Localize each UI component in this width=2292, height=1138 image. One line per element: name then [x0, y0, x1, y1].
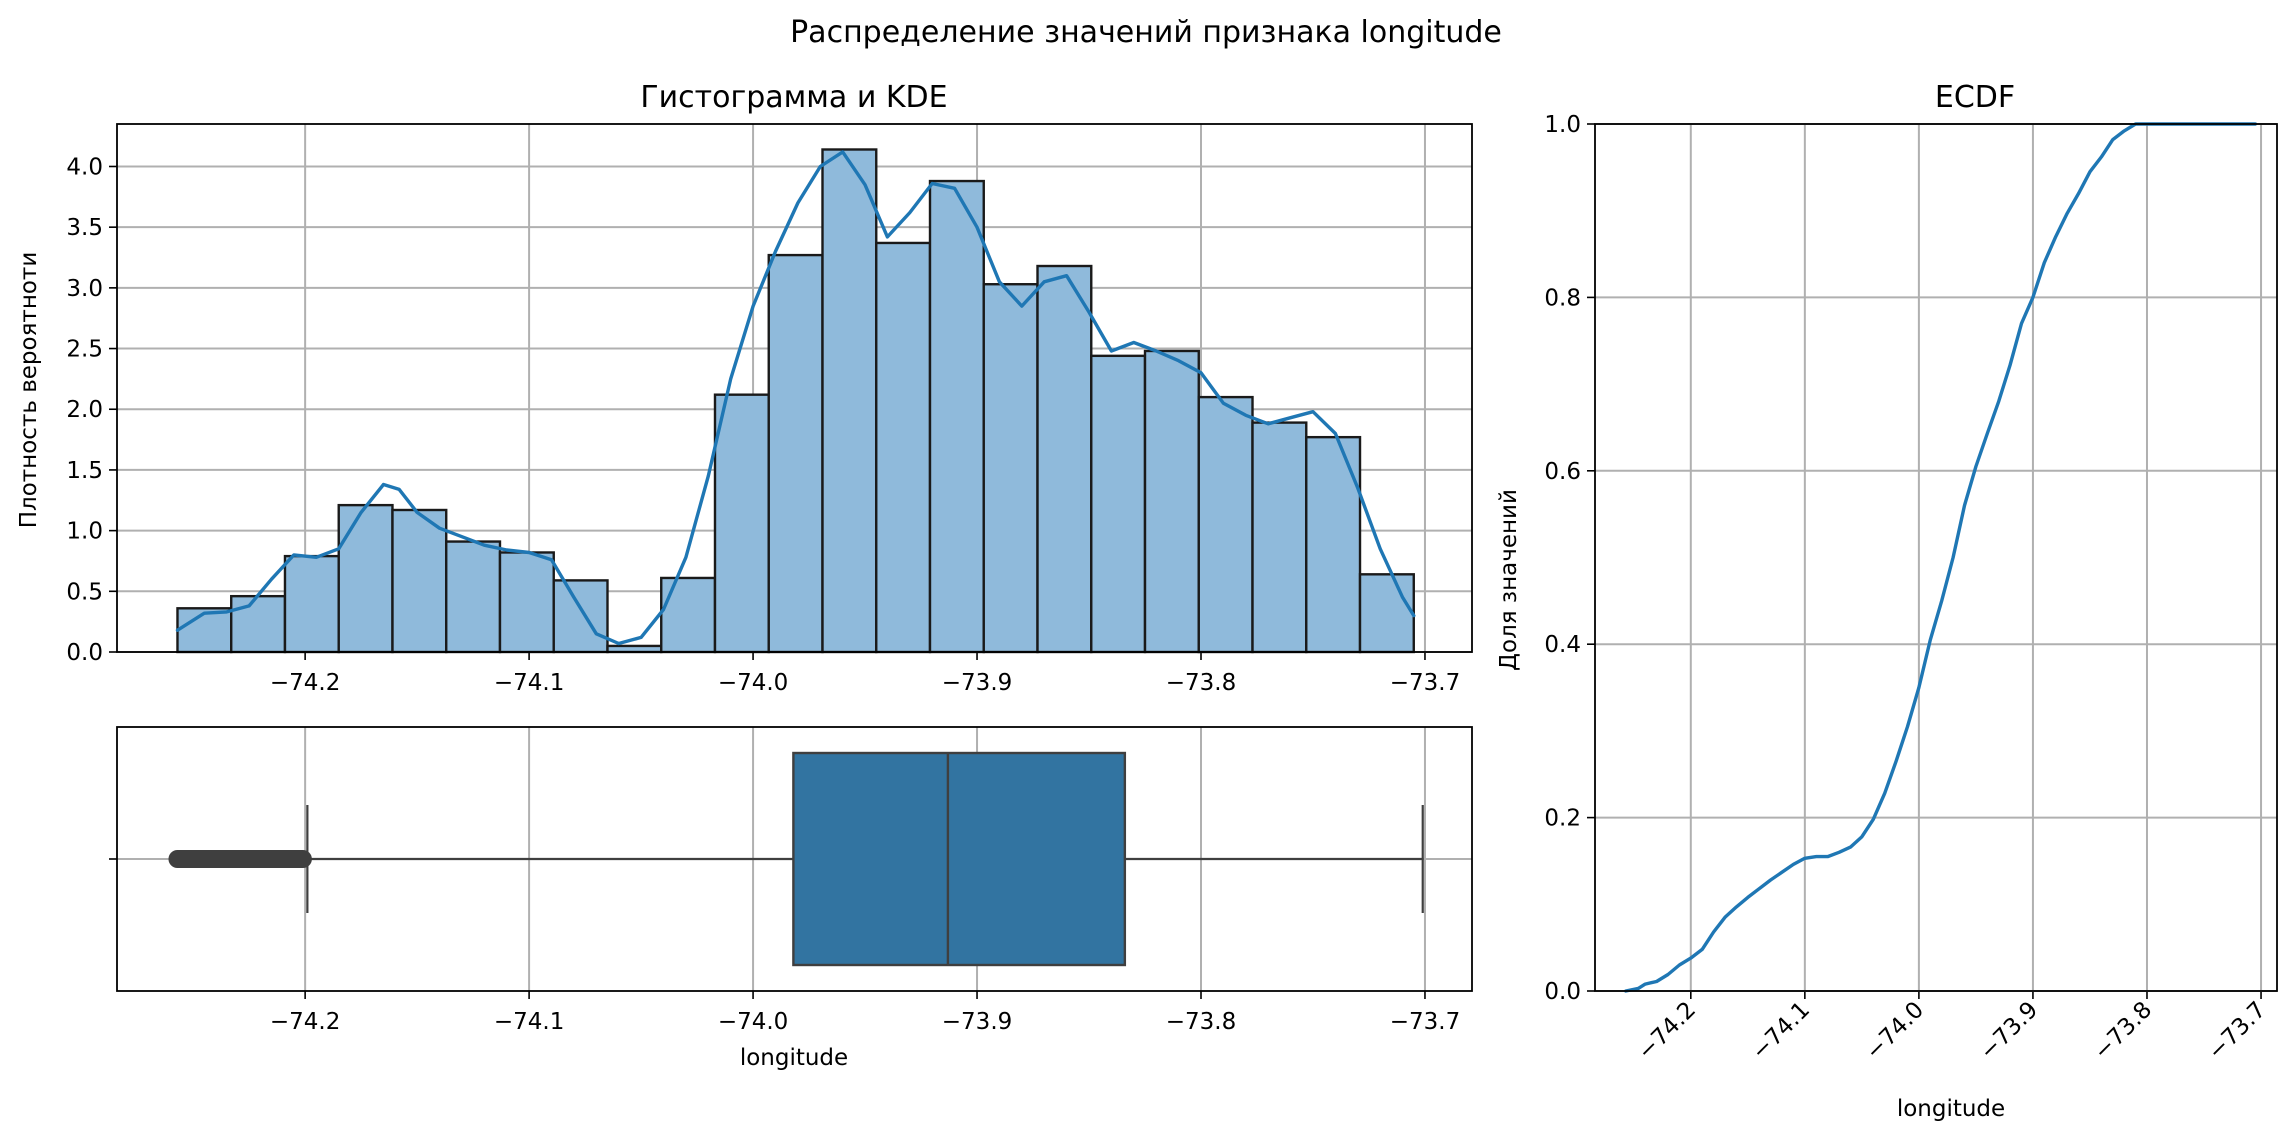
histogram-bar: [713, 393, 770, 654]
histogram-bar: [230, 594, 287, 654]
histogram-bar: [445, 540, 502, 654]
histogram-bar: [1143, 349, 1200, 654]
histogram-y-tick-label: 2.5: [66, 337, 103, 363]
histogram-bar: [821, 148, 878, 654]
ecdf-y-tick-label: 1.0: [1544, 112, 1581, 138]
boxplot-plot-frame: [116, 726, 1473, 992]
histogram-bar: [283, 554, 340, 654]
histogram-x-tick-label: −74.1: [494, 670, 564, 696]
figure-suptitle: Распределение значений признака longitud…: [790, 15, 1502, 50]
ecdf-y-tick-label: 0.2: [1544, 806, 1581, 832]
histogram-y-tick-label: 3.5: [66, 215, 103, 241]
histogram-bar: [1197, 395, 1254, 654]
histogram-plot-frame: [116, 123, 1473, 653]
histogram-bar: [875, 241, 932, 654]
histogram-x-tick-label: −73.7: [1390, 670, 1460, 696]
histogram-bar: [1090, 354, 1147, 654]
boxplot-x-axis-label: longitude: [740, 1045, 848, 1071]
histogram-bar: [928, 179, 985, 654]
histogram-y-tick-label: 1.5: [66, 458, 103, 484]
ecdf-plot-frame: [1594, 123, 2278, 992]
boxplot-x-tick-label: −73.7: [1390, 1009, 1460, 1035]
histogram-bar: [552, 579, 609, 654]
kde-curve: [175, 150, 1416, 646]
boxplot-x-tick-label: −73.8: [1166, 1009, 1236, 1035]
boxplot-x-tick-label: −74.1: [494, 1009, 564, 1035]
histogram-bar: [1358, 573, 1415, 654]
histogram-y-tick-label: 1.0: [66, 519, 103, 545]
histogram-bar: [391, 508, 448, 654]
boxplot-x-tick-label: −74.2: [270, 1009, 340, 1035]
histogram-bar: [498, 551, 555, 654]
histogram-bar: [982, 283, 1039, 654]
boxplot-box: [792, 751, 1127, 967]
histogram-x-tick-label: −74.2: [270, 670, 340, 696]
histogram-bar: [1251, 421, 1308, 654]
histogram-y-tick-label: 4.0: [66, 154, 103, 180]
ecdf-x-axis-label: longitude: [1897, 1096, 2005, 1122]
ecdf-y-tick-label: 0.6: [1544, 459, 1581, 485]
ecdf-title: ECDF: [1935, 80, 2015, 115]
ecdf-y-tick-label: 0.4: [1544, 632, 1581, 658]
boxplot-x-tick-label: −73.9: [942, 1009, 1012, 1035]
boxplot-panel: longitude −74.2 −74.1 −74.0 −73.9 −73.8 −73.7: [109, 726, 1473, 1071]
histogram-bar: [660, 576, 717, 654]
histogram-bar: [767, 253, 824, 654]
histogram-y-axis-label: Плотность вероятноти: [16, 252, 42, 529]
histogram-bar: [337, 503, 394, 654]
histogram-bar: [1036, 264, 1093, 654]
ecdf-y-tick-label: 0.0: [1544, 979, 1581, 1005]
ecdf-y-axis-label: Доля значений: [1496, 489, 1522, 671]
boxplot-x-tick-label: −74.0: [718, 1009, 788, 1035]
histogram-y-tick-label: 0.0: [66, 640, 103, 666]
histogram-kde-panel: Гистограмма и KDE Плотность вероятноти −…: [16, 80, 1473, 696]
histogram-x-tick-label: −73.9: [942, 670, 1012, 696]
histogram-y-tick-label: 3.0: [66, 276, 103, 302]
histogram-bar: [606, 644, 663, 654]
histogram-y-tick-label: 2.0: [66, 397, 103, 423]
histogram-x-tick-label: −73.8: [1166, 670, 1236, 696]
ecdf-y-tick-label: 0.8: [1544, 285, 1581, 311]
histogram-title: Гистограмма и KDE: [640, 80, 947, 115]
histogram-x-tick-label: −74.0: [718, 670, 788, 696]
histogram-y-tick-label: 0.5: [66, 579, 103, 605]
